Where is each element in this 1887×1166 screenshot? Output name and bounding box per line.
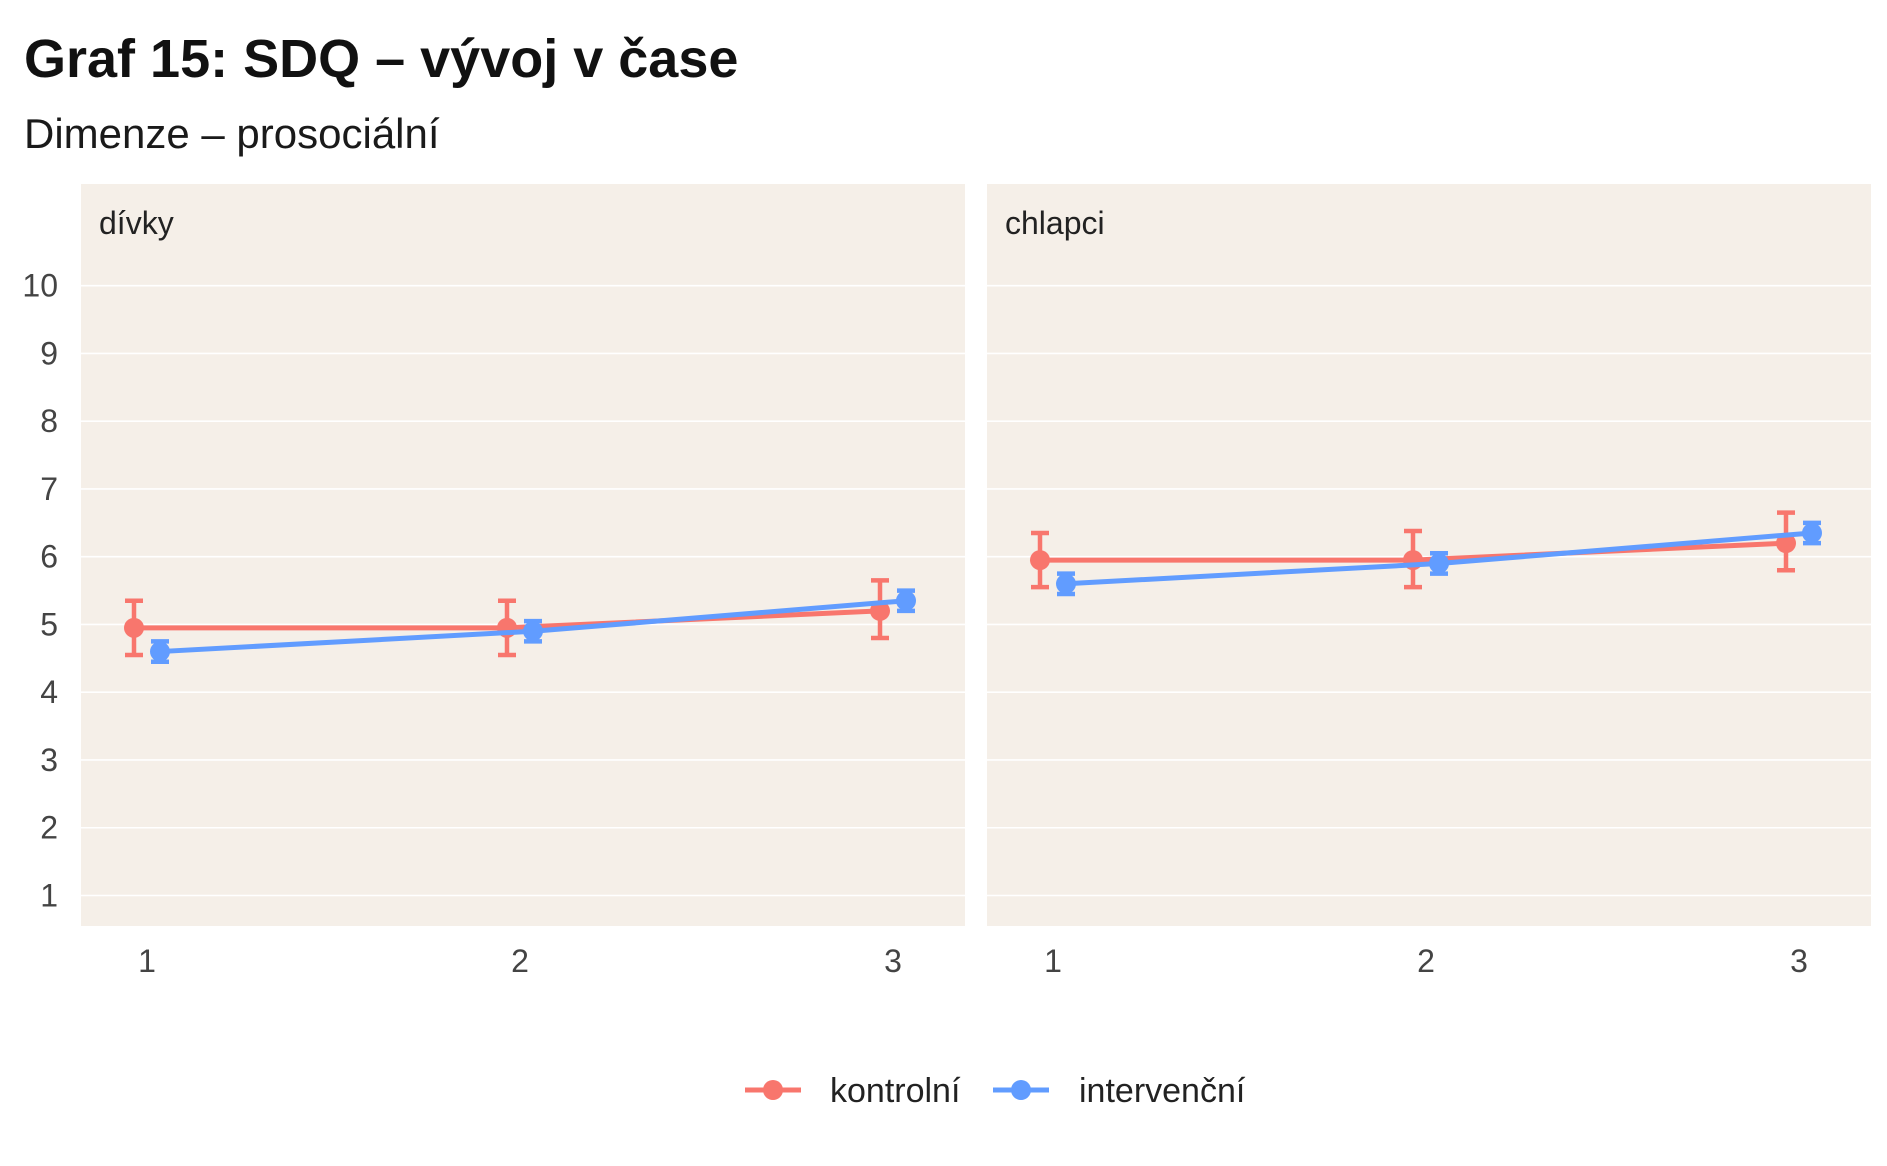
- legend-label-intervencni: intervenční: [1079, 1072, 1246, 1110]
- panel-label: dívky: [99, 205, 174, 241]
- y-tick-label: 8: [40, 403, 58, 439]
- chart-subtitle: Dimenze – prosociální: [24, 110, 440, 157]
- data-point-kontrolni: [1030, 550, 1050, 571]
- panel-label: chlapci: [1005, 205, 1105, 241]
- panel-background-2: [987, 184, 1871, 926]
- y-tick-label: 9: [40, 335, 58, 371]
- data-point-intervencni: [1802, 522, 1822, 543]
- y-tick-label: 3: [40, 742, 58, 778]
- legend-key-point-intervencni: [1011, 1080, 1031, 1100]
- data-point-intervencni: [1056, 573, 1076, 594]
- chart-title: Graf 15: SDQ – vývoj v čase: [24, 29, 739, 89]
- y-tick-label: 10: [22, 268, 58, 304]
- data-point-kontrolni: [124, 617, 144, 638]
- data-point-intervencni: [1429, 553, 1449, 574]
- legend-label-kontrolni: kontrolní: [830, 1072, 961, 1110]
- y-tick-label: 4: [40, 674, 58, 710]
- y-tick-label: 7: [40, 471, 58, 507]
- y-tick-label: 6: [40, 539, 58, 575]
- data-point-intervencni: [523, 621, 543, 642]
- data-point-intervencni: [150, 641, 170, 662]
- x-tick-label: 3: [1790, 943, 1808, 979]
- y-tick-label: 2: [40, 810, 58, 846]
- x-tick-label: 1: [138, 943, 156, 979]
- y-tick-label: 5: [40, 606, 58, 642]
- x-tick-label: 3: [884, 943, 902, 979]
- panel-background-1: [81, 184, 965, 926]
- legend-key-point-kontrolni: [763, 1080, 783, 1100]
- data-point-intervencni: [896, 590, 916, 611]
- x-tick-label: 2: [1417, 943, 1435, 979]
- x-tick-label: 2: [511, 943, 529, 979]
- x-tick-label: 1: [1044, 943, 1062, 979]
- y-tick-label: 1: [40, 878, 58, 914]
- data-point-kontrolni: [870, 600, 890, 621]
- data-point-kontrolni: [1776, 533, 1796, 554]
